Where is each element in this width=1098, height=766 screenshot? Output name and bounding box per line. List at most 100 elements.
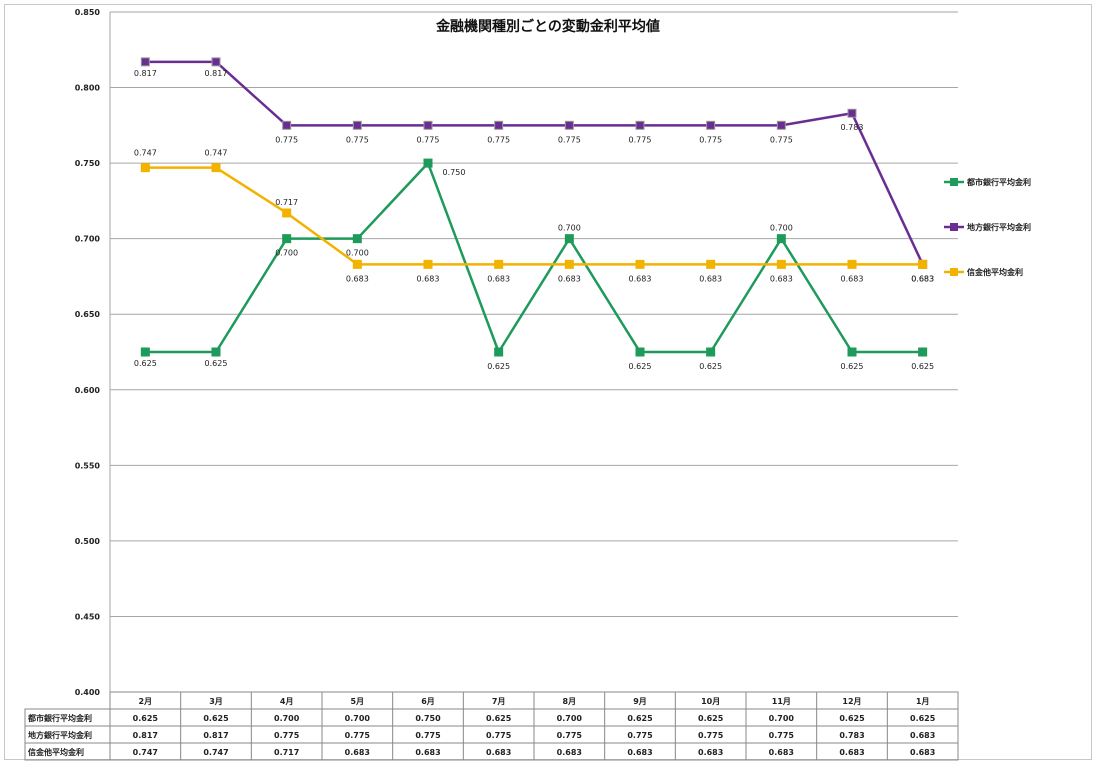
x-category-label: 4月 xyxy=(280,697,294,706)
table-cell: 0.783 xyxy=(839,731,864,740)
table-cell: 0.817 xyxy=(203,731,228,740)
table-cell: 0.683 xyxy=(910,731,935,740)
table-cell: 0.683 xyxy=(698,748,723,757)
data-point xyxy=(706,259,716,269)
y-tick-label: 0.650 xyxy=(75,310,101,319)
data-label: 0.683 xyxy=(911,274,934,283)
legend-marker xyxy=(950,268,958,276)
y-tick-label: 0.550 xyxy=(75,461,101,470)
legend-marker xyxy=(950,178,958,186)
y-tick-label: 0.500 xyxy=(75,537,101,546)
data-label: 0.683 xyxy=(629,274,652,283)
data-label: 0.625 xyxy=(911,362,934,371)
data-point xyxy=(282,120,292,130)
data-label: 0.747 xyxy=(134,149,157,158)
x-category-label: 10月 xyxy=(701,697,720,706)
y-tick-label: 0.850 xyxy=(75,8,101,17)
data-label: 0.817 xyxy=(205,69,228,78)
table-cell: 0.775 xyxy=(698,731,724,740)
data-label: 0.717 xyxy=(275,198,298,207)
x-category-label: 2月 xyxy=(139,697,153,706)
data-labels: 0.625 0.625 0.700 0.700 0.750 0.625 0.700 0.625… xyxy=(134,69,934,371)
table-cell: 0.700 xyxy=(345,714,371,723)
data-point xyxy=(776,259,786,269)
data-point xyxy=(494,259,504,269)
table-cell: 0.775 xyxy=(345,731,371,740)
data-point xyxy=(635,259,645,269)
gridlines xyxy=(109,11,958,693)
table-cell: 0.683 xyxy=(345,748,370,757)
data-label: 0.700 xyxy=(275,249,298,258)
data-point xyxy=(564,259,574,269)
data-label: 0.747 xyxy=(205,149,228,158)
table-cell: 0.683 xyxy=(486,748,511,757)
legend-entry: 地方銀行平均金利 xyxy=(967,222,1031,232)
series-line-2 xyxy=(145,166,923,266)
x-category-label: 1月 xyxy=(916,697,930,706)
chart-title: 金融機関種別ごとの変動金利平均値 xyxy=(435,18,660,35)
table-cell: 0.747 xyxy=(203,748,228,757)
data-label: 0.700 xyxy=(770,224,793,233)
data-label: 0.625 xyxy=(487,362,510,371)
data-label: 0.775 xyxy=(417,135,440,144)
table-cell: 0.775 xyxy=(627,731,653,740)
data-label: 0.683 xyxy=(841,274,864,283)
data-label: 0.775 xyxy=(699,135,722,144)
y-tick-label: 0.400 xyxy=(75,688,101,697)
data-label: 0.683 xyxy=(487,274,510,283)
table-cell: 0.775 xyxy=(557,731,583,740)
x-category-label: 5月 xyxy=(351,697,365,706)
table-cell: 0.625 xyxy=(910,714,936,723)
table-cell: 0.700 xyxy=(769,714,795,723)
data-point xyxy=(918,347,928,357)
data-point xyxy=(140,57,150,67)
data-label: 0.625 xyxy=(629,362,652,371)
table-cell: 0.683 xyxy=(769,748,794,757)
data-point xyxy=(211,347,221,357)
table-cell: 0.683 xyxy=(627,748,652,757)
data-label: 0.683 xyxy=(417,274,440,283)
data-point xyxy=(494,120,504,130)
table-cell: 0.717 xyxy=(274,748,299,757)
data-label: 0.817 xyxy=(134,69,157,78)
table-cell: 0.625 xyxy=(486,714,512,723)
data-label: 0.625 xyxy=(205,359,228,368)
table-cell: 0.775 xyxy=(274,731,300,740)
data-point xyxy=(352,234,362,244)
table-series-name: 都市銀行平均金利 xyxy=(27,713,92,723)
data-label: 0.700 xyxy=(558,224,581,233)
data-label: 0.775 xyxy=(346,135,369,144)
data-point xyxy=(635,120,645,130)
table-cell: 0.625 xyxy=(627,714,653,723)
data-point xyxy=(211,57,221,67)
data-point xyxy=(282,234,292,244)
data-label: 0.683 xyxy=(911,274,934,283)
data-label: 0.750 xyxy=(443,168,466,177)
table-cell: 0.700 xyxy=(557,714,583,723)
data-point xyxy=(564,120,574,130)
series-line-1 xyxy=(145,60,924,265)
y-tick-label: 0.700 xyxy=(75,235,101,244)
data-label: 0.625 xyxy=(699,362,722,371)
data-point xyxy=(706,120,716,130)
y-tick-label: 0.750 xyxy=(75,159,101,168)
x-category-label: 3月 xyxy=(209,697,223,706)
data-point xyxy=(211,163,221,173)
data-point xyxy=(494,347,504,357)
data-point xyxy=(282,208,292,218)
series-line-0 xyxy=(145,161,923,354)
legend-entry: 都市銀行平均金利 xyxy=(966,177,1031,187)
data-point xyxy=(635,347,645,357)
data-point xyxy=(352,120,362,130)
y-tick-label: 0.800 xyxy=(75,84,101,93)
data-label: 0.683 xyxy=(558,274,581,283)
table-cell: 0.700 xyxy=(274,714,300,723)
data-label: 0.625 xyxy=(841,362,864,371)
table-cell: 0.683 xyxy=(557,748,582,757)
legend-entry: 信金他平均金利 xyxy=(967,267,1023,277)
data-point xyxy=(352,259,362,269)
data-point xyxy=(847,347,857,357)
